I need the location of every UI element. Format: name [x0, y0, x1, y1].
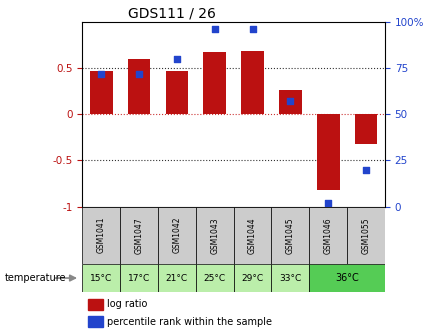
Point — [174, 56, 181, 61]
Text: GSM1046: GSM1046 — [324, 217, 333, 254]
Point — [287, 99, 294, 104]
Text: GSM1042: GSM1042 — [172, 217, 182, 253]
Bar — [234, 207, 271, 264]
Text: GSM1044: GSM1044 — [248, 217, 257, 254]
Text: log ratio: log ratio — [106, 299, 147, 309]
Point — [211, 27, 218, 32]
Bar — [309, 207, 347, 264]
Bar — [89, 299, 103, 310]
Bar — [196, 207, 234, 264]
Text: GSM1055: GSM1055 — [361, 217, 371, 254]
Bar — [90, 71, 113, 114]
Text: GSM1047: GSM1047 — [134, 217, 144, 254]
Bar — [196, 264, 234, 292]
Text: 36°C: 36°C — [335, 273, 359, 283]
Bar — [347, 207, 385, 264]
Text: 21°C: 21°C — [166, 274, 188, 283]
Bar — [120, 207, 158, 264]
Text: 15°C: 15°C — [90, 274, 113, 283]
Point — [363, 167, 370, 172]
Bar — [120, 264, 158, 292]
Text: 29°C: 29°C — [242, 274, 263, 283]
Bar — [271, 207, 309, 264]
Text: GSM1045: GSM1045 — [286, 217, 295, 254]
Text: 25°C: 25°C — [204, 274, 226, 283]
Bar — [279, 90, 302, 114]
Text: 17°C: 17°C — [128, 274, 150, 283]
Text: GSM1041: GSM1041 — [97, 217, 106, 253]
Bar — [158, 207, 196, 264]
Bar — [82, 207, 120, 264]
Text: percentile rank within the sample: percentile rank within the sample — [106, 317, 271, 327]
Bar — [158, 264, 196, 292]
Bar — [309, 264, 385, 292]
Bar — [234, 264, 271, 292]
Text: GSM1043: GSM1043 — [210, 217, 219, 254]
Text: GDS111 / 26: GDS111 / 26 — [128, 7, 215, 21]
Bar — [241, 51, 264, 114]
Bar — [355, 114, 377, 144]
Point — [98, 71, 105, 76]
Bar — [89, 316, 103, 327]
Bar — [166, 71, 188, 114]
Bar — [317, 114, 340, 190]
Text: 33°C: 33°C — [279, 274, 302, 283]
Point — [325, 200, 332, 206]
Text: temperature: temperature — [4, 273, 66, 283]
Bar — [271, 264, 309, 292]
Bar — [128, 59, 150, 114]
Point — [135, 71, 142, 76]
Point — [249, 27, 256, 32]
Bar — [82, 264, 120, 292]
Bar — [203, 52, 226, 114]
